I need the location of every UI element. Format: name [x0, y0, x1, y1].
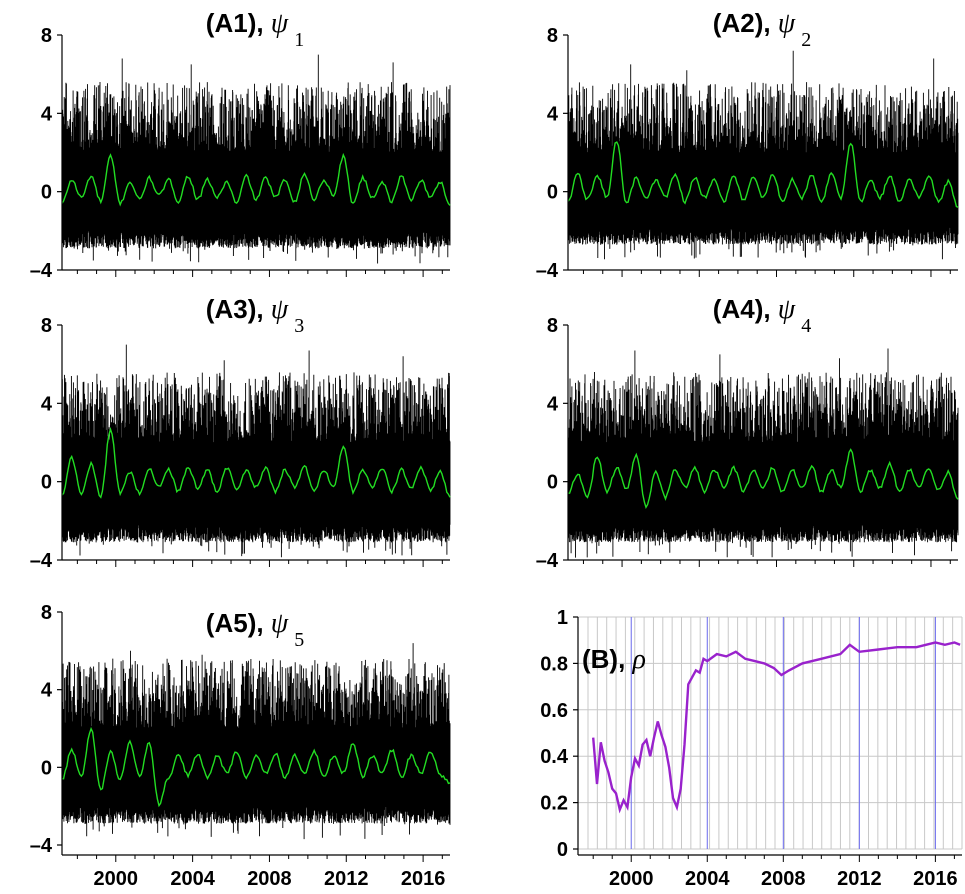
panel-title-label: (A1), [206, 8, 271, 38]
series-a1-smoothed [61, 152, 451, 207]
y-tick-label: 4 [547, 393, 559, 415]
x-tick-label: 2016 [401, 868, 446, 890]
y-tick-label: 1 [557, 607, 568, 629]
y-tick-label: 8 [547, 25, 558, 47]
panel-title-symbol: ψ [271, 294, 289, 325]
panel-title-symbol: ρ [632, 644, 646, 675]
series-a5-smoothed [61, 726, 451, 808]
y-tick-label: 0 [41, 472, 52, 494]
y-tick-label: 8 [41, 315, 52, 337]
x-tick-label: 2008 [247, 868, 292, 890]
y-tick-label: 4 [41, 393, 53, 415]
y-tick-label: –4 [30, 260, 53, 282]
y-tick-label: 0 [547, 472, 558, 494]
panel-title-symbol: ψ [778, 8, 796, 39]
panel-title-subscript: 4 [801, 315, 811, 337]
y-tick-label: 0.2 [540, 793, 568, 815]
panel-b: 0 0.2 0.4 0.6 0.8 1 2000 2004 2008 2012 2016 (B), ρ [540, 607, 963, 890]
panel-a3: –4 0 4 8 (A3), ψ3 [30, 294, 451, 572]
panel-title-subscript: 3 [294, 315, 304, 337]
panel-a1: –4 0 4 8 (A1), ψ1 [30, 8, 451, 282]
x-tick-label: 2016 [913, 868, 958, 890]
x-tick-label: 2004 [685, 868, 730, 890]
y-tick-label: 4 [41, 680, 53, 702]
panel-title: (B), ρ [582, 644, 646, 675]
series-a2-smoothed [567, 141, 959, 208]
x-tick-label: 2000 [94, 868, 139, 890]
panel-title-label: (A3), [206, 294, 271, 324]
x-tick-label: 2008 [761, 868, 806, 890]
series-a4-smoothed [568, 448, 959, 510]
grid [578, 616, 963, 850]
panel-title-symbol: ψ [271, 608, 289, 639]
y-tick-label: 0 [41, 182, 52, 204]
panel-title-label: (A2), [713, 8, 778, 38]
y-tick-label: –4 [536, 550, 559, 572]
y-tick-label: –4 [536, 260, 559, 282]
panel-title: (A2), ψ2 [713, 8, 811, 51]
y-tick-label: 0 [41, 757, 52, 779]
panel-title: (A1), ψ1 [206, 8, 304, 51]
panel-title-symbol: ψ [271, 8, 289, 39]
y-tick-label: 0 [547, 182, 558, 204]
panel-a2: –4 0 4 8 (A2), ψ2 [536, 8, 959, 282]
x-tick-label: 2012 [324, 868, 369, 890]
x-tick-label: 2012 [837, 868, 882, 890]
y-tick-label: 4 [41, 103, 53, 125]
panel-title-label: (A4), [713, 294, 778, 324]
y-tick-label: 8 [547, 315, 558, 337]
y-tick-label: 0.4 [540, 746, 569, 768]
panel-title-label: (B), [582, 644, 633, 674]
panel-title-label: (A5), [206, 608, 271, 638]
series-a4-daily [567, 348, 959, 558]
y-tick-label: 4 [547, 103, 559, 125]
y-tick-label: 0.6 [540, 700, 568, 722]
panel-title: (A5), ψ5 [206, 608, 304, 651]
panel-title-subscript: 2 [801, 29, 811, 51]
panel-title: (A3), ψ3 [206, 294, 304, 337]
series-a3-daily [61, 344, 451, 558]
series-a2-daily [567, 50, 959, 260]
y-tick-label: 8 [41, 602, 52, 624]
x-tick-label: 2000 [609, 868, 654, 890]
y-tick-label: 0.8 [540, 653, 568, 675]
panel-title-subscript: 1 [294, 29, 304, 51]
series-a3-smoothed [61, 426, 451, 499]
series-a1-daily [61, 54, 451, 264]
panel-title: (A4), ψ4 [713, 294, 811, 337]
panel-title-symbol: ψ [778, 294, 796, 325]
series-rho-line [592, 641, 961, 814]
y-tick-label: 8 [41, 25, 52, 47]
x-tick-label: 2004 [170, 868, 215, 890]
y-tick-label: –4 [30, 835, 53, 857]
panel-a5: –4 0 4 8 2000 2004 2008 2012 2016 (A5), ψ5 [30, 602, 451, 890]
panel-title-subscript: 5 [294, 629, 304, 651]
series-a5-daily [61, 643, 451, 840]
y-tick-label: 0 [557, 839, 568, 861]
y-tick-label: –4 [30, 550, 53, 572]
